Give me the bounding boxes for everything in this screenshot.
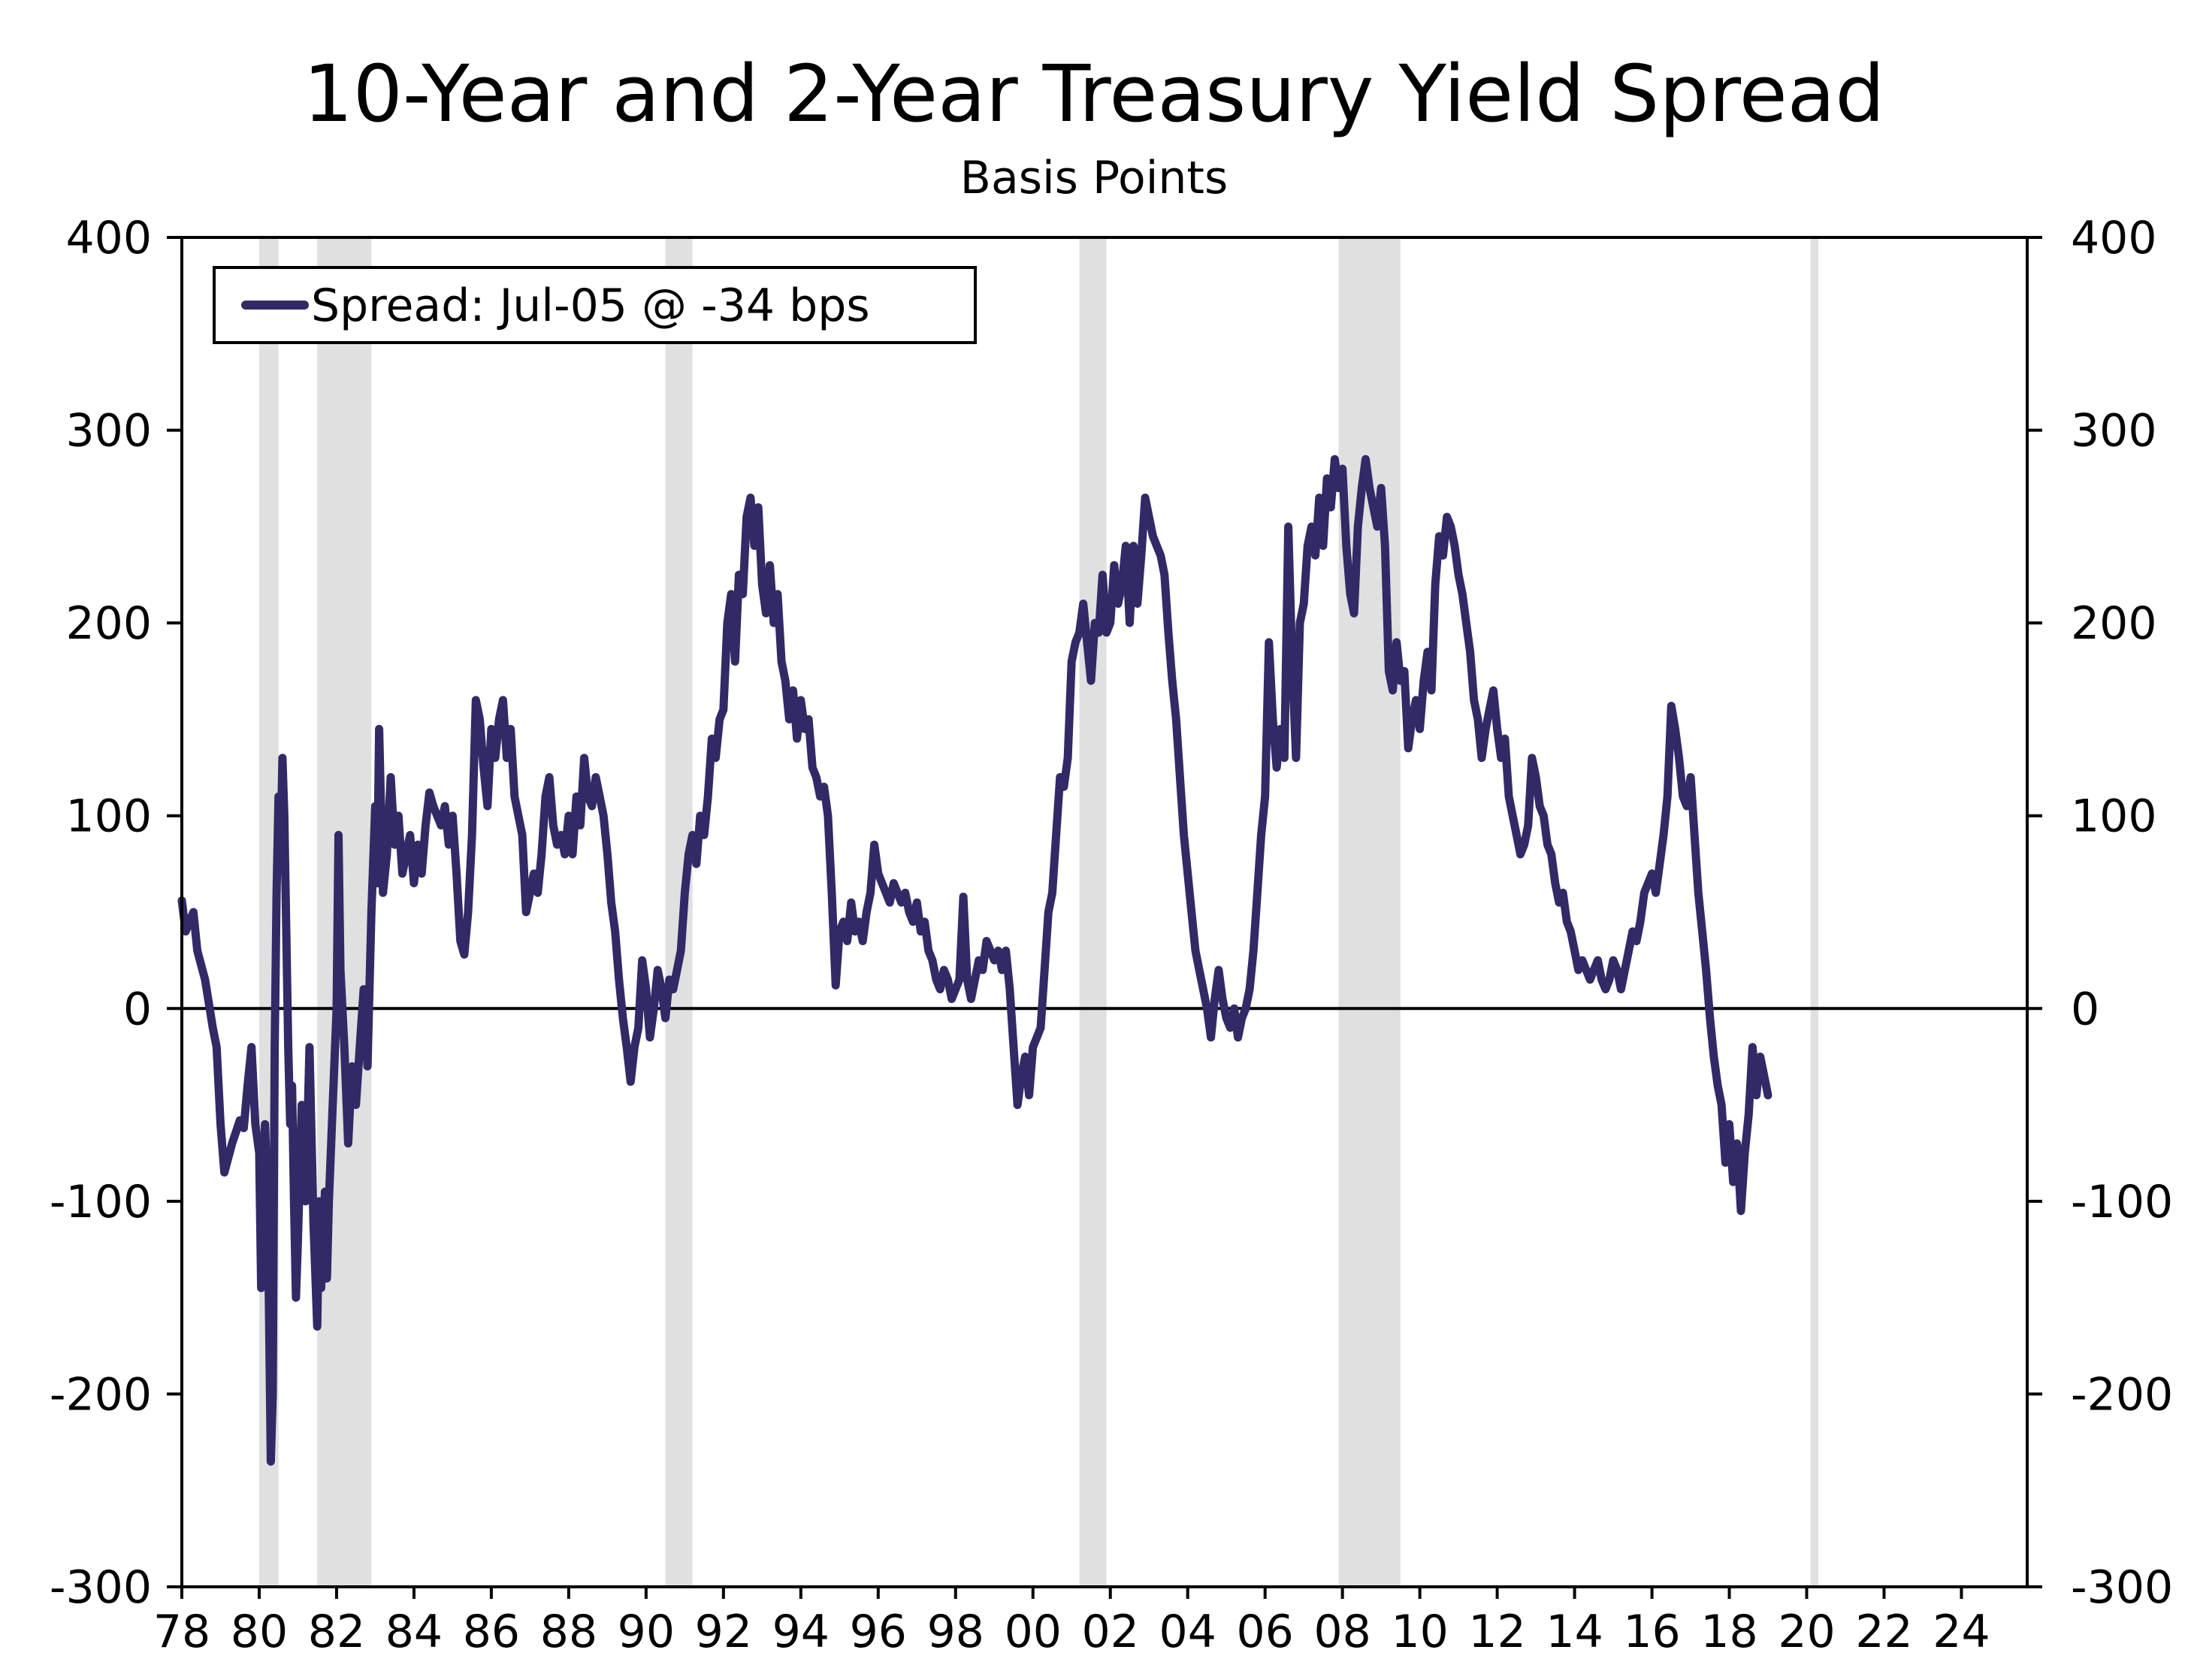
y-axis-left: -300 -200 -100 0 100 200 300 400 (50, 212, 182, 1614)
legend-label: Spread: Jul-05 @ -34 bps (311, 279, 870, 332)
x-axis: 78 80 82 84 86 88 90 92 94 96 98 00 02 04 06 08 10 12 14 16… (153, 1587, 1990, 1658)
x-tick-label: 78 (153, 1606, 210, 1658)
x-tick-label: 96 (850, 1606, 907, 1658)
x-tick-label: 92 (695, 1606, 752, 1658)
y-tick-label-right: 0 (2071, 983, 2099, 1035)
x-tick-label: 90 (618, 1606, 675, 1658)
y-tick-label-left: 200 (65, 597, 152, 650)
y-tick-label-left: -200 (50, 1368, 152, 1421)
y-tick-label-left: 100 (65, 790, 152, 843)
recession-band (317, 237, 372, 1587)
x-tick-label: 86 (463, 1606, 520, 1658)
y-tick-label-left: 0 (123, 983, 152, 1035)
x-tick-label: 16 (1623, 1606, 1680, 1658)
x-tick-label: 00 (1005, 1606, 1062, 1658)
y-tick-label-right: -100 (2071, 1176, 2173, 1228)
recession-shading-group (258, 237, 1818, 1587)
recession-band (1810, 237, 1818, 1587)
x-tick-label: 20 (1778, 1606, 1835, 1658)
legend-box (213, 266, 977, 344)
legend: Spread: Jul-05 @ -34 bps (213, 266, 977, 344)
series-line (177, 455, 1772, 1466)
y-tick-label-right: -300 (2071, 1561, 2173, 1614)
y-tick-label-right: 300 (2071, 405, 2157, 458)
chart-title: 10-Year and 2-Year Treasury Yield Spread (303, 48, 1885, 140)
x-tick-label: 08 (1313, 1606, 1371, 1658)
y-tick-label-left: -300 (50, 1561, 152, 1614)
x-tick-label: 10 (1391, 1606, 1448, 1658)
x-tick-label: 82 (308, 1606, 365, 1658)
y-tick-label-left: 400 (65, 212, 152, 264)
y-tick-label-left: -100 (50, 1176, 152, 1228)
x-tick-label: 80 (231, 1606, 288, 1658)
y-tick-label-left: 300 (65, 405, 152, 458)
y-axis-right: -300 -200 -100 0 100 200 300 400 (2027, 212, 2173, 1614)
y-tick-label-right: 100 (2071, 790, 2157, 843)
y-tick-label-right: 400 (2071, 212, 2157, 264)
x-tick-label: 94 (772, 1606, 830, 1658)
x-tick-label: 18 (1700, 1606, 1757, 1658)
x-tick-label: 84 (385, 1606, 443, 1658)
y-tick-label-right: 200 (2071, 597, 2157, 650)
y-tick-label-right: -200 (2071, 1368, 2173, 1421)
x-tick-label: 88 (540, 1606, 597, 1658)
x-tick-label: 22 (1855, 1606, 1912, 1658)
x-tick-label: 02 (1082, 1606, 1139, 1658)
series-line-group (177, 455, 1772, 1466)
x-tick-label: 06 (1236, 1606, 1293, 1658)
x-tick-label: 24 (1933, 1606, 1990, 1658)
x-tick-label: 98 (927, 1606, 984, 1658)
x-tick-label: 14 (1546, 1606, 1603, 1658)
recession-band (665, 237, 693, 1587)
recession-band (1338, 237, 1401, 1587)
chart-subtitle: Basis Points (960, 152, 1228, 204)
recession-band (1079, 237, 1107, 1587)
plot-frame (180, 236, 2029, 1588)
x-tick-label: 04 (1159, 1606, 1216, 1658)
x-tick-label: 12 (1468, 1606, 1525, 1658)
